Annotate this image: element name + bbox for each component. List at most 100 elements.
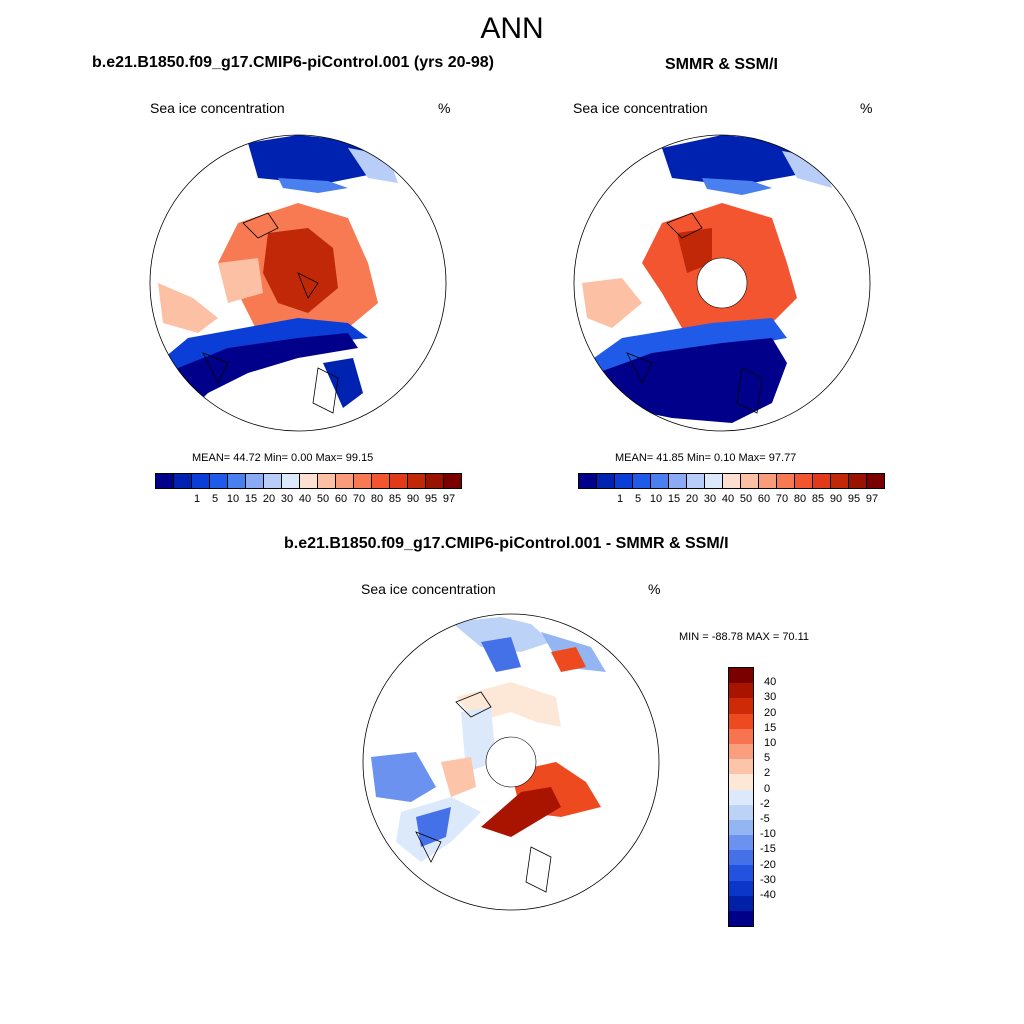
colorbar-swatch: [318, 474, 336, 488]
colorbar-swatch: [300, 474, 318, 488]
colorbar-swatch: [444, 474, 461, 488]
colorbar-swatch: [210, 474, 228, 488]
diff-colorbar-swatch: [729, 835, 753, 851]
colorbar-tick-label: 1: [193, 493, 201, 505]
difference-colorbar: [728, 667, 754, 928]
colorbar-tick-label: 85: [811, 493, 825, 505]
diff-colorbar-tick-label: 15: [764, 721, 777, 734]
colorbar-swatch: [246, 474, 264, 488]
colorbar-tick-label: 50: [316, 493, 330, 505]
diff-colorbar-tick-label: -30: [760, 873, 776, 886]
observed-sea-ice-map: [573, 134, 871, 432]
colorbar-swatch: [156, 474, 174, 488]
diff-colorbar-swatch: [729, 759, 753, 775]
colorbar-swatch: [192, 474, 210, 488]
panel1-units: %: [438, 100, 451, 116]
colorbar-tick-label: 60: [334, 493, 348, 505]
colorbar-swatch: [705, 474, 723, 488]
panel2-colorbar: [578, 473, 885, 489]
colorbar-swatch: [867, 474, 884, 488]
colorbar-tick-label: 15: [667, 493, 681, 505]
colorbar-tick-label: 90: [406, 493, 420, 505]
colorbar-swatch: [687, 474, 705, 488]
panel3-variable: Sea ice concentration: [361, 581, 496, 597]
colorbar-tick-label: 80: [370, 493, 384, 505]
panel1-variable: Sea ice concentration: [150, 100, 285, 116]
diff-colorbar-swatch: [729, 789, 753, 805]
diff-colorbar-swatch: [729, 774, 753, 790]
colorbar-tick-label: 60: [757, 493, 771, 505]
colorbar-tick-label: 70: [352, 493, 366, 505]
colorbar-swatch: [615, 474, 633, 488]
panel2-units: %: [860, 100, 873, 116]
panel2-colorbar-labels: 1 5 10 15 20 30 40 50 60 70 80 85 90 95 97: [578, 493, 878, 507]
diff-colorbar-swatch: [729, 850, 753, 866]
diff-colorbar-tick-label: 10: [764, 737, 777, 749]
panel2-variable: Sea ice concentration: [573, 100, 708, 116]
diff-colorbar-tick-label: 40: [764, 676, 777, 689]
colorbar-tick-label: 50: [739, 493, 753, 505]
diff-colorbar-swatch: [729, 819, 753, 836]
colorbar-swatch: [723, 474, 741, 488]
diff-colorbar-tick-label: 30: [764, 691, 777, 704]
colorbar-swatch: [651, 474, 669, 488]
colorbar-swatch: [264, 474, 282, 488]
colorbar-tick-label: 80: [793, 493, 807, 505]
diff-colorbar-swatch: [729, 728, 753, 744]
model-sea-ice-map: [149, 134, 447, 432]
diff-colorbar-tick-label: -5: [760, 813, 770, 825]
diff-colorbar-swatch: [729, 865, 753, 881]
colorbar-swatch: [795, 474, 813, 488]
panel3-title: b.e21.B1850.f09_g17.CMIP6-piControl.001 …: [284, 535, 729, 552]
colorbar-tick-label: 90: [829, 493, 843, 505]
colorbar-tick-label: 95: [424, 493, 438, 505]
panel3-units: %: [648, 581, 661, 597]
diff-colorbar-swatch: [729, 743, 753, 760]
colorbar-tick-label: 97: [442, 493, 456, 505]
colorbar-swatch: [579, 474, 597, 488]
difference-colorbar-labels: 40 30 20 15 10 5 2 0 -2 -5 -10 -15 -20 -30 -40: [760, 667, 800, 925]
diff-colorbar-tick-label: 0: [764, 782, 771, 795]
colorbar-tick-label: 40: [298, 493, 312, 505]
colorbar-tick-label: 20: [685, 493, 699, 505]
colorbar-swatch: [426, 474, 444, 488]
colorbar-tick-label: 40: [721, 493, 735, 505]
colorbar-swatch: [759, 474, 777, 488]
panel2-stats: MEAN= 41.85 Min= 0.10 Max= 97.77: [615, 452, 797, 464]
colorbar-tick-label: 5: [634, 493, 642, 505]
colorbar-swatch: [849, 474, 867, 488]
colorbar-swatch: [354, 474, 372, 488]
diff-colorbar-swatch: [729, 911, 753, 927]
diff-colorbar-tick-label: -15: [760, 843, 776, 856]
colorbar-tick-label: 20: [262, 493, 276, 505]
colorbar-tick-label: 95: [847, 493, 861, 505]
panel2-title: SMMR & SSM/I: [665, 56, 778, 73]
diff-colorbar-tick-label: -40: [760, 889, 776, 901]
colorbar-swatch: [813, 474, 831, 488]
colorbar-tick-label: 10: [649, 493, 663, 505]
colorbar-swatch: [831, 474, 849, 488]
diff-colorbar-tick-label: -20: [760, 858, 776, 871]
colorbar-swatch: [633, 474, 651, 488]
colorbar-swatch: [597, 474, 615, 488]
colorbar-swatch: [372, 474, 390, 488]
colorbar-swatch: [336, 474, 354, 488]
colorbar-tick-label: 5: [211, 493, 219, 505]
difference-sea-ice-map: [362, 613, 660, 911]
colorbar-tick-label: 10: [226, 493, 240, 505]
colorbar-tick-label: 15: [244, 493, 258, 505]
colorbar-swatch: [741, 474, 759, 488]
diff-colorbar-swatch: [729, 698, 753, 714]
colorbar-tick-label: 85: [388, 493, 402, 505]
panel1-colorbar-labels: 1 5 10 15 20 30 40 50 60 70 80 85 90 95 97: [155, 493, 455, 507]
diff-colorbar-swatch: [729, 880, 753, 896]
panel1-colorbar: [155, 473, 462, 489]
figure-title: ANN: [480, 12, 544, 45]
diff-colorbar-tick-label: -2: [760, 797, 770, 810]
panel1-title: b.e21.B1850.f09_g17.CMIP6-piControl.001 …: [92, 54, 494, 71]
diff-colorbar-tick-label: 5: [764, 752, 771, 765]
diff-colorbar-swatch: [729, 713, 753, 729]
colorbar-swatch: [282, 474, 300, 488]
diff-colorbar-swatch: [729, 668, 753, 684]
colorbar-swatch: [174, 474, 192, 488]
